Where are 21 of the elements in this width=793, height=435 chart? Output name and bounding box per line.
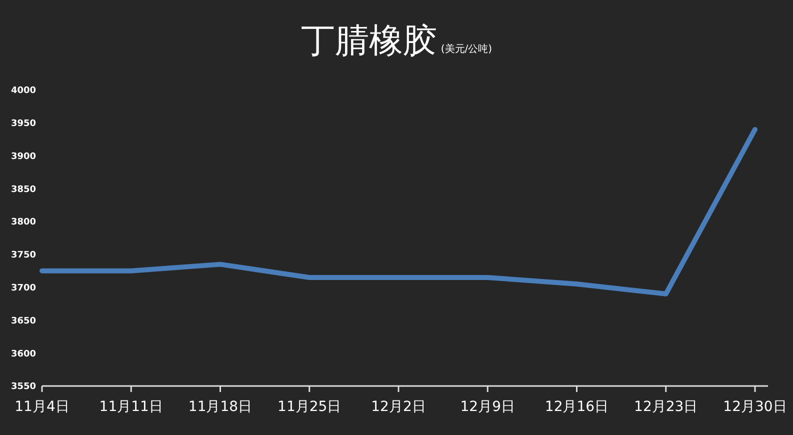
x-tick-label: 11月25日 [278, 399, 342, 415]
y-tick-label: 3550 [10, 382, 36, 392]
y-tick-label: 3700 [10, 283, 36, 294]
y-tick-label: 3800 [10, 218, 36, 228]
x-tick-label: 11月18日 [188, 399, 252, 415]
x-tick-label: 12月16日 [544, 399, 609, 415]
x-tick-label: 12月9日 [460, 399, 515, 415]
x-tick-label: 12月30日 [723, 399, 787, 415]
chart-title: 丁腈橡胶 [300, 21, 437, 61]
y-tick-label: 3600 [10, 349, 36, 360]
y-tick-label: 3850 [10, 184, 36, 195]
y-tick-label: 3900 [10, 152, 36, 162]
y-tick-label: 3950 [10, 119, 36, 130]
y-tick-label: 3750 [10, 250, 36, 261]
x-tick-label: 11月11日 [99, 399, 163, 415]
x-tick-label: 12月2日 [371, 399, 426, 415]
y-tick-label: 3650 [10, 316, 36, 326]
chart-subtitle: (美元/公吨) [440, 43, 492, 55]
x-tick-label: 11月4日 [14, 399, 70, 415]
x-tick-label: 12月23日 [634, 399, 698, 415]
y-tick-label: 4000 [10, 86, 36, 96]
